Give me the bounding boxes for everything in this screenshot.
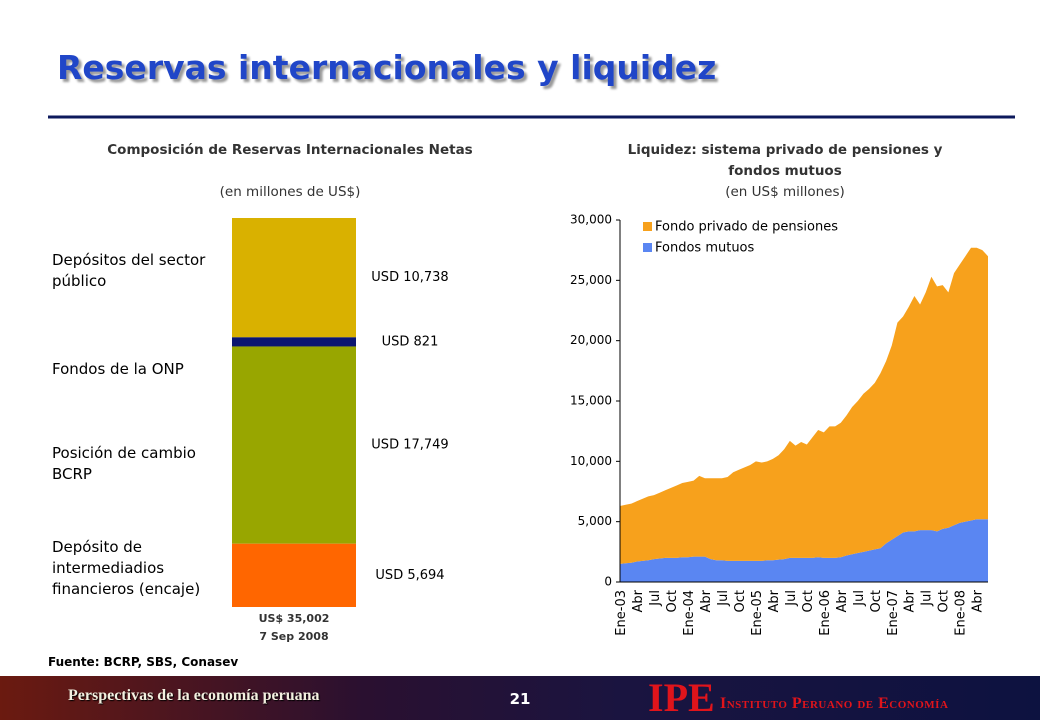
x-tick-label: Ene-03 (614, 590, 629, 636)
total-label: US$ 35,002 (259, 612, 330, 625)
legend-swatch (643, 222, 652, 231)
logo: IPE (648, 675, 715, 720)
bar-segment (232, 337, 356, 347)
value-label: USD 821 (382, 334, 439, 349)
date-label: 7 Sep 2008 (259, 630, 328, 643)
x-tick-label: Jul (920, 590, 935, 607)
x-tick-label: Ene-08 (954, 590, 969, 636)
category-label: Posición de cambio BCRP (52, 444, 196, 483)
x-tick-label: Ene-07 (886, 590, 901, 636)
x-tick-label: Oct (801, 590, 816, 612)
x-tick-label: Ene-06 (818, 590, 833, 636)
y-tick-label: 0 (604, 575, 612, 589)
x-tick-label: Abr (699, 589, 714, 612)
y-tick-label: 30,000 (570, 213, 612, 227)
category-label: Fondos de la ONP (52, 360, 184, 378)
y-tick-label: 20,000 (570, 333, 612, 347)
x-tick-label: Abr (971, 589, 986, 612)
x-tick-label: Jul (716, 590, 731, 607)
chart-title: Composición de Reservas Internacionales … (107, 142, 473, 158)
source-note: Fuente: BCRP, SBS, Conasev (48, 655, 239, 669)
bar-segment (232, 218, 356, 338)
x-tick-label: Oct (937, 590, 952, 612)
x-tick-label: Abr (835, 589, 850, 612)
legend-label: Fondos mutuos (655, 241, 755, 256)
x-tick-label: Jul (648, 590, 663, 607)
x-tick-label: Jul (784, 590, 799, 607)
x-tick-label: Ene-04 (682, 590, 697, 636)
x-tick-label: Ene-05 (750, 590, 765, 636)
footer-text: Perspectivas de la economía peruana (68, 687, 320, 704)
x-tick-label: Jul (852, 590, 867, 607)
slide-title: Reservas internacionales y liquidez (57, 48, 717, 87)
y-tick-label: 15,000 (570, 394, 612, 408)
chart-subtitle: (en US$ millones) (725, 184, 845, 200)
chart-title: Liquidez: sistema privado de pensiones y… (627, 142, 943, 179)
x-tick-label: Oct (733, 590, 748, 612)
y-tick-label: 10,000 (570, 454, 612, 468)
x-tick-label: Abr (903, 589, 918, 612)
chart-subtitle: (en millones de US$) (219, 184, 361, 200)
footer-bar (0, 676, 1040, 720)
area (620, 247, 988, 564)
value-label: USD 10,738 (371, 270, 448, 285)
x-tick-label: Abr (767, 589, 782, 612)
value-label: USD 5,694 (375, 568, 444, 583)
y-tick-label: 5,000 (578, 514, 612, 528)
value-label: USD 17,749 (371, 438, 448, 453)
bar-segment (232, 346, 356, 544)
x-tick-label: Oct (869, 590, 884, 612)
legend-swatch (643, 243, 652, 252)
category-label: Depósito de intermediadios financieros (… (52, 538, 201, 598)
area (620, 519, 988, 582)
category-label: Depósitos del sector público (52, 251, 206, 290)
y-tick-label: 25,000 (570, 273, 612, 287)
bar-segment (232, 543, 356, 607)
institute-name: Instituto Peruano de Economía (720, 695, 949, 712)
legend-label: Fondo privado de pensiones (655, 220, 838, 235)
x-tick-label: Abr (631, 589, 646, 612)
page-number: 21 (509, 690, 531, 708)
x-tick-label: Oct (665, 590, 680, 612)
